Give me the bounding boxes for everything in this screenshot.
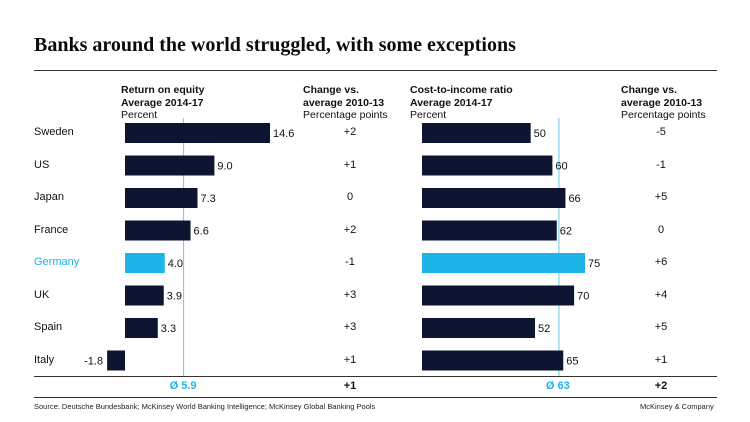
roe-value-label: 7.3 — [201, 193, 216, 205]
cti-change-value: -1 — [656, 158, 666, 171]
footer-divider — [34, 397, 717, 398]
roe-change-header-line3: Percentage points — [303, 109, 388, 121]
cti-change-value: 0 — [657, 223, 665, 236]
roe-change-value: +2 — [343, 126, 357, 138]
roe-bar — [125, 220, 191, 241]
roe-value-label: 3.9 — [167, 291, 182, 303]
cti-value-label: 65 — [566, 356, 578, 368]
roe-change-header-line1: Change vs. — [303, 84, 360, 96]
cti-change-header-line1: Change vs. — [621, 84, 678, 96]
roe-bar — [125, 155, 215, 176]
cti-bar — [422, 285, 575, 306]
cti-value-label: 70 — [577, 291, 589, 303]
cti-bar — [422, 220, 557, 241]
cti-header: Cost-to-income ratio Average 2014-17 Per… — [410, 84, 513, 122]
roe-average-label: Ø 5.9 — [169, 380, 197, 392]
cti-change-value: -5 — [656, 126, 666, 138]
cti-header-line2: Average 2014-17 — [410, 96, 493, 109]
cti-value-label: 60 — [555, 161, 567, 173]
roe-change-value: +1 — [343, 353, 357, 366]
country-label: Germany — [34, 256, 80, 268]
roe-header-line3: Percent — [121, 109, 158, 121]
roe-bar — [125, 253, 165, 273]
cti-change-header-line2: average 2010-13 — [621, 96, 703, 109]
roe-change-value: +2 — [343, 223, 357, 236]
cti-header-line1: Cost-to-income ratio — [410, 84, 513, 96]
roe-change-header: Change vs. average 2010-13 Percentage po… — [303, 84, 388, 122]
roe-header-line1: Return on equity — [121, 84, 205, 96]
country-label: UK — [34, 288, 50, 301]
cti-bar — [422, 155, 553, 176]
roe-value-label: 9.0 — [217, 161, 232, 173]
cti-average-label: Ø 63 — [545, 380, 570, 392]
roe-change-header-line2: average 2010-13 — [303, 96, 385, 109]
roe-value-label: 6.6 — [194, 226, 209, 238]
roe-change-total: +1 — [343, 380, 357, 392]
cti-value-label: 75 — [588, 258, 600, 270]
cti-header-line3: Percent — [410, 109, 447, 121]
roe-change-value: +3 — [343, 321, 357, 333]
roe-value-label: 14.6 — [273, 128, 294, 140]
country-label: Spain — [34, 321, 63, 333]
roe-change-value: +3 — [343, 288, 357, 301]
source-note: Source: Deutsche Bundesbank; McKinsey Wo… — [34, 402, 376, 411]
total-divider — [34, 376, 717, 377]
roe-value-label: -1.8 — [84, 356, 103, 368]
roe-bar — [125, 285, 164, 306]
roe-change-value: 0 — [346, 191, 354, 203]
cti-change-total: +2 — [654, 380, 668, 392]
cti-change-value: +1 — [654, 353, 668, 366]
cti-bar — [422, 188, 566, 208]
roe-header-line2: Average 2014-17 — [121, 96, 204, 109]
cti-change-value: +5 — [654, 321, 668, 333]
cti-value-label: 52 — [538, 323, 550, 335]
cti-change-header-line3: Percentage points — [621, 109, 706, 121]
country-label: Italy — [34, 353, 55, 366]
cti-value-label: 50 — [534, 128, 546, 140]
country-label: Sweden — [34, 126, 74, 138]
country-label: US — [34, 158, 50, 171]
cti-change-header: Change vs. average 2010-13 Percentage po… — [621, 84, 706, 122]
title-divider — [34, 70, 717, 71]
cti-bar — [422, 253, 585, 273]
roe-bar — [125, 188, 198, 208]
roe-header: Return on equity Average 2014-17 Percent — [121, 84, 204, 122]
cti-value-label: 66 — [568, 193, 580, 205]
roe-value-label: 3.3 — [161, 323, 176, 335]
country-label: Japan — [34, 191, 64, 203]
roe-bar — [107, 350, 125, 371]
roe-value-label: 4.0 — [168, 258, 183, 270]
cti-bar — [422, 123, 531, 143]
country-label: France — [34, 223, 69, 236]
cti-bar — [422, 318, 536, 338]
cti-bar — [422, 350, 564, 371]
roe-change-value: +1 — [343, 158, 357, 171]
company-name: McKinsey & Company — [640, 402, 714, 411]
cti-change-value: +6 — [654, 256, 668, 268]
cti-change-value: +5 — [654, 191, 668, 203]
cti-value-label: 62 — [560, 226, 572, 238]
roe-bar — [125, 123, 270, 143]
cti-change-value: +4 — [654, 288, 668, 301]
page-title: Banks around the world struggled, with s… — [34, 34, 516, 56]
roe-change-value: -1 — [345, 256, 355, 268]
roe-bar — [125, 318, 158, 338]
